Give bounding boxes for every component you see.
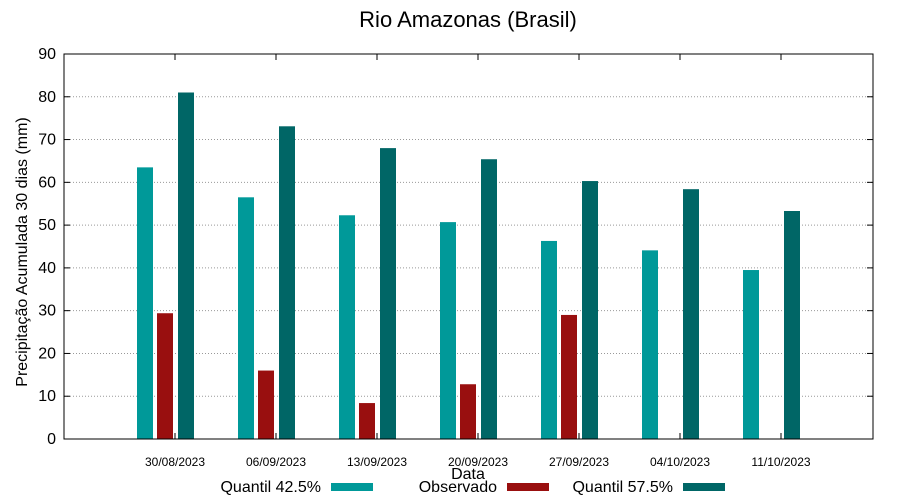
legend-label-quantil-57-5: Quantil 57.5% — [572, 479, 673, 496]
y-tick-label-70: 70 — [38, 132, 56, 149]
x-tick-label-27-09-2023: 27/09/2023 — [549, 455, 609, 469]
legend-swatch-observado — [507, 483, 549, 491]
chart-title: Rio Amazonas (Brasil) — [359, 7, 577, 32]
x-tick-label-13-09-2023: 13/09/2023 — [347, 455, 407, 469]
x-tick-label-30-08-2023: 30/08/2023 — [145, 455, 205, 469]
y-axis-label: Precipitação Acumulada 30 dias (mm) — [14, 117, 31, 386]
y-tick-label-10: 10 — [38, 388, 56, 405]
bar-quantil-42-5-11-10-2023 — [743, 270, 759, 439]
bar-quantil-57-5-30-08-2023 — [178, 92, 194, 439]
bar-observado-27-09-2023 — [561, 314, 577, 439]
x-axis-label: Data — [451, 466, 485, 483]
y-tick-label-90: 90 — [38, 46, 56, 63]
x-tick-label-06-09-2023: 06/09/2023 — [246, 455, 306, 469]
bar-observado-13-09-2023 — [359, 403, 375, 439]
legend: Quantil 42.5% Observado Quantil 57.5% — [220, 479, 725, 496]
bar-quantil-42-5-20-09-2023 — [440, 222, 456, 439]
bar-observado-20-09-2023 — [460, 384, 476, 439]
bar-quantil-57-5-04-10-2023 — [683, 189, 699, 439]
bar-quantil-57-5-11-10-2023 — [784, 210, 800, 439]
bar-quantil-57-5-20-09-2023 — [481, 159, 497, 439]
legend-swatch-quantil-57-5 — [683, 483, 725, 491]
bar-quantil-42-5-13-09-2023 — [339, 215, 355, 439]
y-tick-label-30: 30 — [38, 303, 56, 320]
plot-frame — [63, 53, 874, 440]
bar-observado-30-08-2023 — [157, 313, 173, 439]
y-tick-label-20: 20 — [38, 345, 56, 362]
bar-quantil-42-5-06-09-2023 — [238, 197, 254, 439]
y-tick-label-40: 40 — [38, 260, 56, 277]
bar-quantil-57-5-06-09-2023 — [279, 126, 295, 440]
x-axis: 30/08/2023 06/09/2023 13/09/2023 20/09/2023… — [145, 54, 811, 469]
bar-quantil-42-5-27-09-2023 — [541, 240, 557, 439]
x-tick-label-11-10-2023: 11/10/2023 — [751, 455, 810, 469]
bars — [137, 92, 800, 440]
y-tick-label-60: 60 — [38, 174, 56, 191]
bar-quantil-42-5-30-08-2023 — [137, 167, 153, 439]
bar-quantil-42-5-04-10-2023 — [642, 250, 658, 439]
y-tick-label-80: 80 — [38, 89, 56, 106]
y-axis: 0 10 20 30 40 50 60 70 80 90 — [38, 46, 873, 448]
x-tick-label-04-10-2023: 04/10/2023 — [650, 455, 710, 469]
legend-swatch-quantil-42-5 — [331, 483, 373, 491]
y-tick-label-0: 0 — [47, 431, 56, 448]
bar-quantil-57-5-27-09-2023 — [582, 181, 598, 440]
legend-label-observado: Observado — [419, 479, 497, 496]
bar-quantil-57-5-13-09-2023 — [380, 148, 396, 439]
x-tick-label-20-09-2023: 20/09/2023 — [448, 455, 508, 469]
bar-observado-06-09-2023 — [258, 370, 274, 439]
legend-label-quantil-42-5: Quantil 42.5% — [220, 479, 321, 496]
y-tick-label-50: 50 — [38, 217, 56, 234]
